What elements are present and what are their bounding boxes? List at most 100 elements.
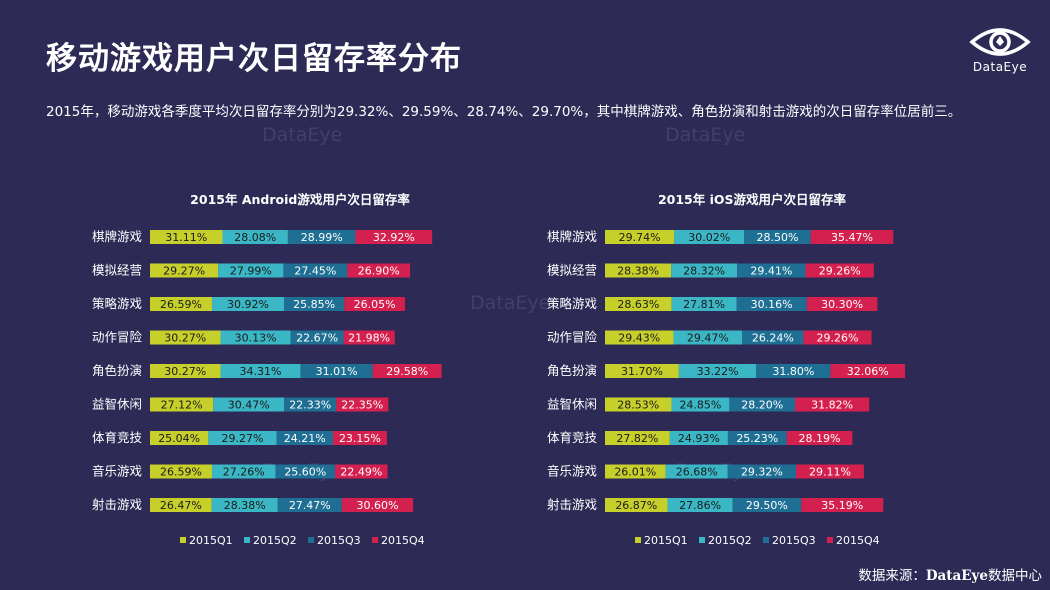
- chart-title-android: 2015年 Android游戏用户次日留存率: [190, 192, 410, 207]
- bar-segment-2015q3: [727, 464, 797, 479]
- data-label: 29.26%: [816, 332, 858, 345]
- data-label: 27.26%: [223, 466, 265, 479]
- bar-segment-2015q4: [335, 464, 388, 479]
- data-label: 25.60%: [284, 466, 326, 479]
- data-label: 29.26%: [819, 265, 861, 278]
- data-label: 28.19%: [799, 432, 841, 445]
- data-label: 30.13%: [235, 332, 277, 345]
- bar-segment-2015q4: [343, 330, 395, 345]
- category-label: 益智休闲: [547, 397, 597, 412]
- data-label: 30.27%: [164, 365, 206, 378]
- data-label: 28.38%: [617, 265, 659, 278]
- legend-swatch: [763, 537, 769, 543]
- category-label: 策略游戏: [92, 296, 142, 311]
- category-label: 棋牌游戏: [547, 229, 597, 244]
- data-label: 30.16%: [751, 298, 793, 311]
- data-label: 26.87%: [615, 499, 657, 512]
- bar-segment-2015q2: [211, 297, 284, 311]
- source-prefix: 数据来源：: [858, 568, 926, 584]
- category-label: 射击游戏: [547, 497, 597, 512]
- bar-segment-2015q1: [150, 464, 212, 479]
- bar-segment-2015q2: [218, 263, 284, 278]
- data-label: 28.20%: [741, 399, 783, 412]
- legend-swatch: [308, 537, 314, 543]
- legend-label: 2015Q1: [644, 534, 688, 547]
- data-label: 29.74%: [619, 231, 661, 244]
- ios-retention-chart: 棋牌游戏 29.74% 30.02% 28.50% 35.47% 模拟经营 28.38% 28…: [547, 229, 906, 547]
- bar-segment-2015q3: [283, 263, 348, 278]
- data-label: 24.85%: [679, 399, 721, 412]
- data-label: 28.99%: [301, 231, 343, 244]
- legend-label: 2015Q3: [772, 534, 816, 547]
- data-label: 35.19%: [821, 499, 863, 512]
- page-title: 移动游戏用户次日留存率分布: [46, 41, 462, 77]
- bar-segment-2015q4: [830, 364, 906, 378]
- bar-segment-2015q2: [671, 297, 737, 311]
- bar-segment-2015q1: [605, 397, 672, 412]
- data-label: 26.05%: [354, 298, 396, 311]
- bar-segment-2015q4: [347, 263, 411, 278]
- bar-segment-2015q4: [372, 364, 442, 378]
- bar-segment-2015q1: [150, 330, 221, 345]
- bar-segment-2015q1: [605, 431, 670, 445]
- bar-segment-2015q4: [806, 297, 878, 311]
- data-label: 26.47%: [160, 499, 202, 512]
- bar-segment-2015q3: [287, 230, 356, 244]
- data-label: 28.50%: [756, 231, 798, 244]
- data-label: 29.27%: [163, 265, 205, 278]
- chart-title-ios: 2015年 iOS游戏用户次日留存率: [657, 192, 847, 207]
- bar-segment-2015q4: [803, 330, 872, 345]
- page-subtitle: 2015年，移动游戏各季度平均次日留存率分别为29.32%、29.59%、28.…: [46, 104, 962, 120]
- data-label: 27.45%: [294, 265, 336, 278]
- data-label: 33.22%: [697, 365, 739, 378]
- data-label: 25.85%: [293, 298, 335, 311]
- data-label: 27.86%: [679, 499, 721, 512]
- data-label: 27.82%: [616, 432, 658, 445]
- data-label: 23.15%: [339, 432, 381, 445]
- data-label: 28.32%: [683, 265, 725, 278]
- bar-segment-2015q2: [669, 431, 728, 445]
- data-label: 29.58%: [386, 365, 428, 378]
- bar-segment-2015q3: [742, 330, 804, 345]
- data-label: 31.82%: [811, 399, 853, 412]
- data-label: 30.60%: [356, 499, 398, 512]
- data-label: 28.63%: [617, 298, 659, 311]
- bar-segment-2015q2: [213, 397, 285, 412]
- eye-icon: [969, 28, 1031, 56]
- data-label: 34.31%: [240, 365, 282, 378]
- bar-segment-2015q3: [727, 431, 787, 445]
- logo-text: DataEye: [972, 60, 1028, 74]
- data-label: 29.27%: [221, 432, 263, 445]
- bar-segment-2015q3: [744, 230, 811, 244]
- bar-segment-2015q1: [150, 431, 209, 445]
- data-label: 26.59%: [160, 466, 202, 479]
- bar-segment-2015q4: [355, 230, 433, 244]
- bar-segment-2015q3: [277, 498, 342, 512]
- bar-segment-2015q4: [344, 297, 405, 311]
- bar-segment-2015q4: [336, 397, 389, 412]
- data-label: 24.93%: [678, 432, 720, 445]
- bar-segment-2015q1: [150, 297, 212, 311]
- bar-segment-2015q1: [150, 397, 214, 412]
- bar-segment-2015q1: [150, 498, 212, 512]
- bar-segment-2015q3: [284, 397, 337, 412]
- data-label: 29.41%: [750, 265, 792, 278]
- category-label: 模拟经营: [547, 263, 597, 278]
- data-label: 27.12%: [161, 399, 203, 412]
- bar-segment-2015q3: [283, 297, 345, 311]
- legend-label: 2015Q4: [836, 534, 880, 547]
- data-label: 29.50%: [746, 499, 788, 512]
- watermark: DataEye: [665, 124, 746, 146]
- bar-segment-2015q2: [211, 498, 278, 512]
- data-label: 28.53%: [617, 399, 659, 412]
- bar-segment-2015q2: [673, 330, 743, 345]
- data-label: 30.47%: [228, 399, 270, 412]
- bar-segment-2015q3: [737, 263, 806, 278]
- category-label: 棋牌游戏: [92, 229, 142, 244]
- data-label: 26.68%: [676, 466, 718, 479]
- bar-segment-2015q2: [674, 230, 745, 244]
- data-label: 22.33%: [289, 399, 331, 412]
- data-label: 26.90%: [358, 265, 400, 278]
- bar-segment-2015q3: [756, 364, 831, 378]
- data-label: 27.47%: [289, 499, 331, 512]
